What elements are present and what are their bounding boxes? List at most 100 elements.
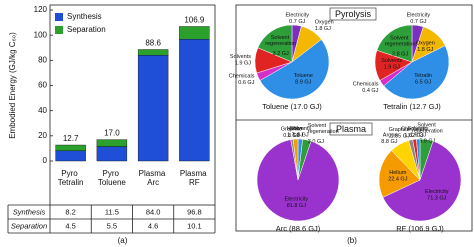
slice-value: 0.4 GJ — [362, 88, 378, 94]
bar-segment — [179, 38, 210, 162]
y-tick-label: 60 — [38, 81, 47, 90]
slice-label: Solvent regeneration — [412, 123, 443, 135]
y-tick-label: 0 — [43, 156, 48, 165]
x-tick-label: Plasma RF — [180, 169, 209, 187]
pie-slice — [382, 140, 462, 222]
y-tick-label: 80 — [38, 55, 47, 64]
slice-value: 3.2 GJ — [273, 51, 289, 57]
slice-label: Solvent regeneration — [385, 36, 416, 48]
legend-label: Separation — [67, 25, 106, 34]
section-title: Pyrolysis — [335, 9, 372, 19]
slice-value: 3.0 GJ — [308, 139, 324, 145]
slice-label: Electricity — [407, 12, 431, 18]
slice-value: 8.9 GJ — [295, 79, 311, 85]
bar-segment — [55, 144, 86, 151]
table-cell: 8.2 — [65, 207, 75, 216]
panel-b-frame — [235, 4, 473, 232]
bar-segment — [55, 150, 86, 162]
legend-swatch — [55, 13, 63, 21]
total-label: 88.6 — [145, 39, 161, 48]
pie-title: RF (106.9 GJ) — [396, 224, 444, 233]
table-row-header: Synthesis — [13, 207, 46, 216]
table-cell: 96.8 — [187, 207, 202, 216]
y-axis-label: Embodied Energy (GJ/kg C₆₀) — [8, 32, 17, 139]
bar-segment — [179, 26, 210, 40]
pie-slice — [256, 139, 340, 222]
slice-value: 8.8 GJ — [381, 139, 397, 145]
y-tick-label: 120 — [34, 5, 48, 14]
bar-segment — [137, 49, 169, 56]
section-title-box — [329, 7, 377, 21]
slice-label: Oxygen — [416, 41, 435, 47]
slice-value: 1.6 GJ — [410, 133, 426, 139]
table-cell: 84.0 — [146, 207, 161, 216]
slice-value: 0.6 GJ — [238, 80, 254, 86]
slice-label: Solvents — [407, 126, 428, 132]
slice-label: Electricity — [425, 189, 449, 195]
section-title-box — [329, 122, 373, 136]
table-cell: 5.5 — [107, 221, 117, 230]
slice-value: 1.9 GJ — [384, 64, 400, 70]
slice-label: Chemicals — [401, 126, 427, 132]
table-cell: 4.5 — [65, 221, 75, 230]
total-label: 12.7 — [63, 134, 79, 143]
slice-label: Solvent regeneration — [265, 36, 296, 48]
slice-label: Argon — [383, 132, 398, 138]
table-cell: 10.1 — [187, 221, 202, 230]
x-tick-label: Plasma Arc — [139, 169, 168, 187]
x-tick-label: Pyro Toluene — [98, 169, 127, 187]
panel-caption: (b) — [347, 236, 357, 245]
pie-slice — [416, 138, 421, 181]
pie-title: Toluene (17.0 GJ) — [262, 102, 322, 111]
total-label: 106.9 — [184, 16, 205, 25]
slice-value: 5.9 GJ — [419, 139, 435, 145]
pie-slice — [257, 24, 293, 63]
legend-label: Synthesis — [67, 12, 102, 21]
slice-value: 1.85 GJ — [390, 134, 410, 140]
legend-swatch — [55, 26, 63, 34]
slice-value: 1.8 GJ — [417, 47, 433, 53]
slice-label: Solvents — [381, 58, 402, 64]
slice-label: Electricity — [285, 12, 309, 18]
pie-title: Tetralin (12.7 GJ) — [383, 102, 441, 111]
bar-segment — [96, 146, 128, 162]
panel-caption: (a) — [118, 236, 128, 245]
y-tick-label: 20 — [38, 131, 47, 140]
slice-label: Oxygen — [315, 19, 334, 25]
pie-slice — [383, 45, 450, 100]
slice-label: Graphite — [281, 126, 302, 132]
slice-label: Solvents — [230, 54, 251, 60]
slice-value: 6.5 GJ — [415, 79, 431, 85]
slice-value: 0.7 GJ — [289, 19, 305, 25]
slice-value: 81.8 GJ — [287, 203, 307, 209]
slice-label: Solvents — [290, 126, 311, 132]
pie-slice — [292, 138, 299, 181]
slice-label: Helium — [389, 170, 407, 176]
slice-value: 1.6 GJ — [292, 133, 308, 139]
pie-title: Arc (88.6 GJ) — [276, 224, 321, 233]
section-title: Plasma — [336, 124, 366, 134]
slice-value: 0.8 GJ — [283, 133, 299, 139]
slice-label: Chemicals — [353, 81, 379, 87]
table-row-header: Separation — [11, 221, 47, 230]
table-cell: 11.5 — [105, 207, 119, 216]
total-label: 17.0 — [104, 129, 120, 138]
slice-label: Solvent regeneration — [308, 124, 339, 136]
slice-label: Helium — [287, 126, 305, 132]
slice-value: 1.9 GJ — [235, 60, 251, 66]
slice-value: 0.7 GJ — [410, 19, 426, 25]
bar-segment — [96, 139, 128, 147]
table-cell: 4.6 — [148, 221, 158, 230]
slice-label: Graphite — [389, 127, 410, 133]
slice-label: Toluene — [294, 73, 313, 79]
slice-value: 22.4 GJ — [388, 176, 408, 182]
y-tick-label: 40 — [38, 106, 47, 115]
pie-slice — [376, 24, 413, 63]
y-tick-label: 100 — [34, 30, 48, 39]
slice-label: Tetralin — [414, 73, 432, 79]
slice-label: Electricity — [285, 196, 309, 202]
pie-slice — [378, 150, 421, 198]
slice-value: 1.62 GJ — [404, 133, 424, 139]
slice-value: 2.8 GJ — [392, 51, 408, 57]
slice-value: 1.8 GJ — [315, 26, 331, 32]
